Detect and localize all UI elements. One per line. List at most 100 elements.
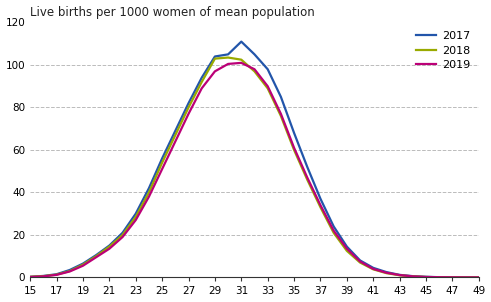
2018 <box>331 231 337 235</box>
2017 <box>291 131 297 135</box>
2018 <box>357 261 363 264</box>
2019 <box>80 264 86 268</box>
2019 <box>93 255 99 259</box>
2019 <box>199 87 205 90</box>
2017 <box>80 262 86 265</box>
2018 <box>397 274 403 277</box>
2018 <box>238 58 244 62</box>
2017 <box>449 275 455 279</box>
2018 <box>93 254 99 258</box>
2018 <box>278 114 284 118</box>
2018 <box>304 178 310 182</box>
2018 <box>383 271 389 275</box>
2017 <box>304 165 310 169</box>
2019 <box>383 271 389 275</box>
2018 <box>344 249 350 253</box>
2017 <box>133 212 138 216</box>
2018 <box>120 233 126 237</box>
2018 <box>54 273 59 276</box>
2018 <box>107 245 112 249</box>
2017 <box>370 266 376 270</box>
2019 <box>370 267 376 271</box>
2019 <box>133 218 138 222</box>
2017 <box>318 197 324 201</box>
Text: Live births per 1000 women of mean population: Live births per 1000 women of mean popul… <box>30 5 315 18</box>
2017 <box>225 53 231 56</box>
2018 <box>265 87 271 90</box>
2019 <box>265 85 271 88</box>
2017 <box>463 275 468 279</box>
2019 <box>186 112 191 116</box>
2019 <box>318 203 324 207</box>
2019 <box>463 275 468 279</box>
Line: 2018: 2018 <box>30 58 479 278</box>
2017 <box>383 270 389 274</box>
2019 <box>40 275 46 278</box>
2018 <box>172 133 178 137</box>
2018 <box>146 191 152 194</box>
2017 <box>40 274 46 278</box>
2019 <box>212 69 218 73</box>
2018 <box>80 263 86 266</box>
2019 <box>54 273 59 277</box>
2019 <box>476 276 482 279</box>
2019 <box>225 62 231 66</box>
2019 <box>449 275 455 279</box>
2018 <box>318 205 324 209</box>
Line: 2017: 2017 <box>30 42 479 278</box>
2017 <box>238 40 244 43</box>
2017 <box>476 276 482 279</box>
2017 <box>397 273 403 277</box>
2018 <box>463 275 468 279</box>
2018 <box>27 275 33 278</box>
2019 <box>251 67 257 71</box>
2019 <box>238 61 244 65</box>
2017 <box>27 275 33 278</box>
2017 <box>120 231 126 235</box>
2019 <box>344 247 350 251</box>
2018 <box>251 69 257 73</box>
2018 <box>67 269 73 273</box>
2019 <box>146 195 152 198</box>
2018 <box>291 148 297 152</box>
2017 <box>212 55 218 58</box>
2017 <box>331 225 337 228</box>
Legend: 2017, 2018, 2019: 2017, 2018, 2019 <box>413 28 473 74</box>
Line: 2019: 2019 <box>30 63 479 278</box>
2019 <box>291 146 297 150</box>
2017 <box>423 275 429 278</box>
2017 <box>278 95 284 99</box>
2019 <box>410 275 416 278</box>
2017 <box>107 244 112 247</box>
2019 <box>67 270 73 273</box>
2017 <box>159 157 165 160</box>
2019 <box>27 275 33 279</box>
2018 <box>370 268 376 271</box>
2019 <box>172 140 178 143</box>
2017 <box>265 67 271 71</box>
2019 <box>278 112 284 116</box>
2017 <box>186 101 191 105</box>
2017 <box>199 76 205 79</box>
2018 <box>436 275 442 279</box>
2017 <box>251 53 257 56</box>
2019 <box>436 275 442 279</box>
2019 <box>357 260 363 263</box>
2017 <box>54 272 59 276</box>
2017 <box>67 268 73 272</box>
2018 <box>186 106 191 109</box>
2019 <box>159 167 165 171</box>
2018 <box>449 275 455 279</box>
2018 <box>410 275 416 278</box>
2018 <box>476 276 482 279</box>
2018 <box>212 57 218 60</box>
2018 <box>199 80 205 84</box>
2017 <box>93 253 99 257</box>
2019 <box>331 229 337 233</box>
2017 <box>436 275 442 279</box>
2018 <box>159 161 165 165</box>
2017 <box>410 274 416 278</box>
2017 <box>146 186 152 190</box>
2018 <box>133 215 138 219</box>
2019 <box>423 275 429 279</box>
